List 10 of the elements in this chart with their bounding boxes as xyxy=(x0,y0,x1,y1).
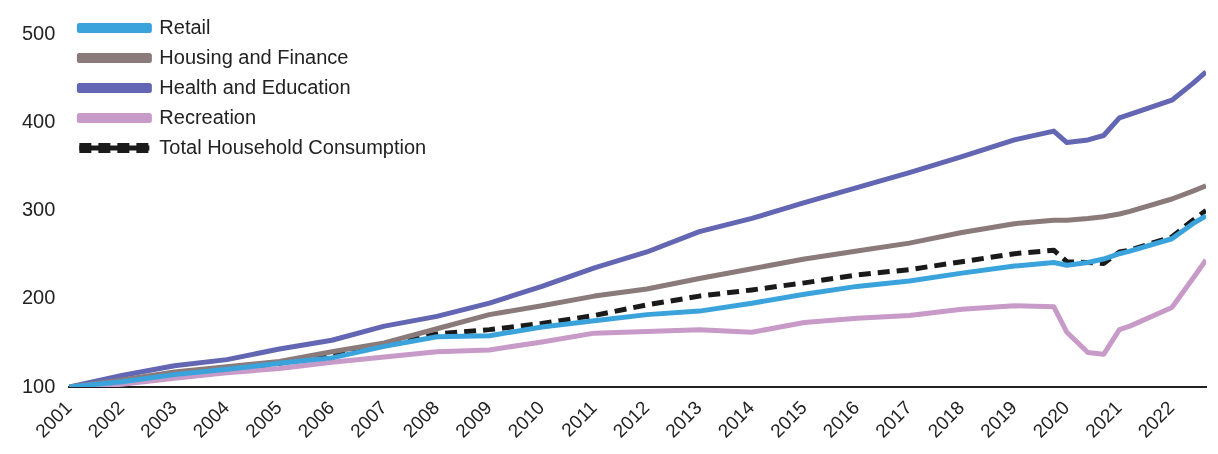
y-tick-label: 300 xyxy=(21,198,56,221)
y-tick-label: 500 xyxy=(21,21,56,44)
y-tick-label: 400 xyxy=(21,109,56,132)
legend-label: Retail xyxy=(159,15,211,38)
y-tick-label: 200 xyxy=(21,286,56,309)
legend-label: Total Household Consumption xyxy=(159,135,427,158)
legend-label: Housing and Finance xyxy=(159,45,349,68)
legend-label: Recreation xyxy=(159,105,257,128)
legend-label: Health and Education xyxy=(159,75,351,98)
y-tick-label: 100 xyxy=(21,374,56,397)
